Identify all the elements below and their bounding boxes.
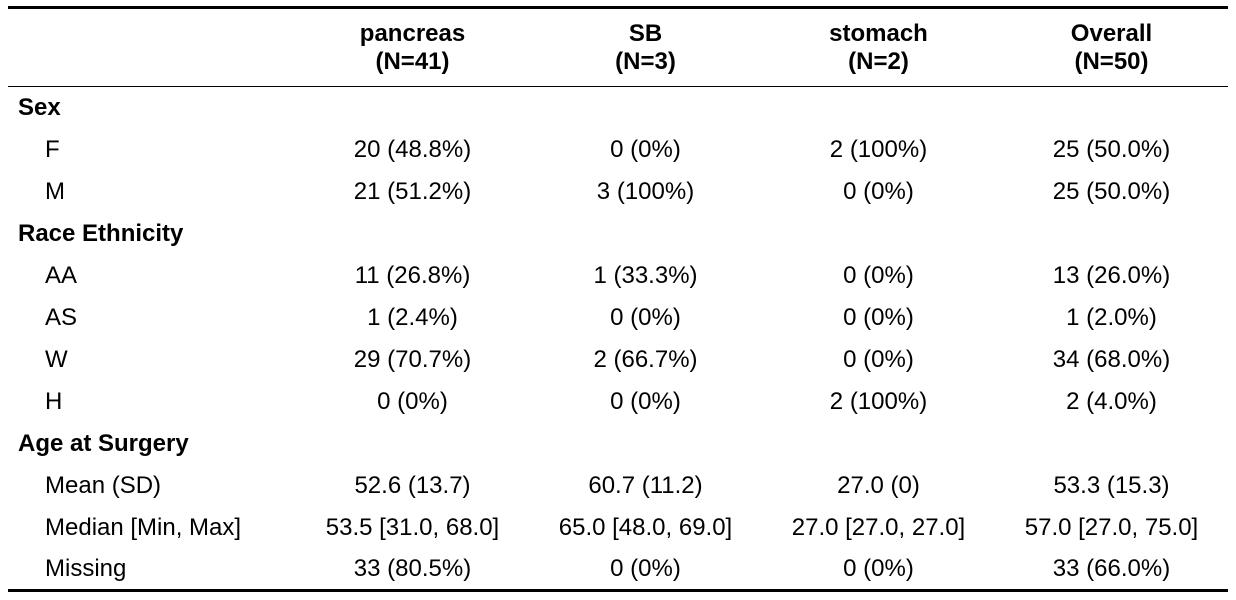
header-cell-pancreas: pancreas (N=41) xyxy=(296,8,529,87)
table-cell: 21 (51.2%) xyxy=(353,177,472,205)
summary-table: pancreas (N=41) SB (N=3) stomach (N=2) O… xyxy=(8,6,1228,592)
table-cell: 33 (66.0%) xyxy=(1052,554,1171,582)
header-cell-stomach: stomach (N=2) xyxy=(762,8,995,87)
table-row: Median [Min, Max] 53.5 [31.0, 68.0] 65.0… xyxy=(8,507,1228,549)
table-cell: 1 (2.4%) xyxy=(367,303,458,331)
row-label: Mean (SD) xyxy=(45,471,162,499)
row-label: F xyxy=(45,135,60,163)
table-cell: 0 (0%) xyxy=(843,345,914,373)
table-cell: 57.0 [27.0, 75.0] xyxy=(1024,513,1199,541)
table-cell: 27.0 (0) xyxy=(837,471,920,499)
table-cell: 20 (48.8%) xyxy=(353,135,472,163)
row-label: Median [Min, Max] xyxy=(45,513,242,541)
header-cell-sb: SB (N=3) xyxy=(529,8,762,87)
table-row: W 29 (70.7%) 2 (66.7%) 0 (0%) 34 (68.0%) xyxy=(8,339,1228,381)
group-row-sex: Sex xyxy=(8,87,1228,129)
row-label: H xyxy=(45,387,63,415)
table-row: AS 1 (2.4%) 0 (0%) 0 (0%) 1 (2.0%) xyxy=(8,297,1228,339)
header-name: stomach xyxy=(829,19,928,47)
table-cell: 2 (100%) xyxy=(829,135,928,163)
table-cell: 25 (50.0%) xyxy=(1052,135,1171,163)
table-cell: 2 (4.0%) xyxy=(1066,387,1157,415)
header-count: (N=2) xyxy=(848,47,909,75)
table-cell: 0 (0%) xyxy=(843,554,914,582)
row-label: AA xyxy=(45,261,78,289)
group-row-race-ethnicity: Race Ethnicity xyxy=(8,213,1228,255)
row-label: M xyxy=(45,177,65,205)
table-cell: 0 (0%) xyxy=(377,387,448,415)
table-cell: 0 (0%) xyxy=(610,554,681,582)
table-cell: 13 (26.0%) xyxy=(1052,261,1171,289)
table-cell: 1 (33.3%) xyxy=(593,261,698,289)
table-cell: 3 (100%) xyxy=(596,177,695,205)
group-label: Sex xyxy=(18,93,61,121)
table-cell: 0 (0%) xyxy=(843,261,914,289)
header-blank-cell xyxy=(8,8,296,87)
table-row: Missing 33 (80.5%) 0 (0%) 0 (0%) 33 (66.… xyxy=(8,549,1228,591)
header-cell-overall: Overall (N=50) xyxy=(995,8,1228,87)
table-cell: 60.7 (11.2) xyxy=(588,471,703,499)
table-cell: 2 (66.7%) xyxy=(593,345,698,373)
table-cell: 0 (0%) xyxy=(843,303,914,331)
table-cell: 52.6 (13.7) xyxy=(354,471,471,499)
row-label: AS xyxy=(45,303,78,331)
header-name: SB xyxy=(628,19,663,47)
table-cell: 11 (26.8%) xyxy=(354,261,471,289)
table-cell: 29 (70.7%) xyxy=(353,345,472,373)
header-name: Overall xyxy=(1070,19,1153,47)
row-label: W xyxy=(45,345,68,373)
summary-table-container: pancreas (N=41) SB (N=3) stomach (N=2) O… xyxy=(8,6,1228,592)
header-count: (N=50) xyxy=(1074,47,1149,75)
header-row: pancreas (N=41) SB (N=3) stomach (N=2) O… xyxy=(8,7,1228,87)
table-cell: 53.5 [31.0, 68.0] xyxy=(325,513,500,541)
table-row: Mean (SD) 52.6 (13.7) 60.7 (11.2) 27.0 (… xyxy=(8,465,1228,507)
table-row: M 21 (51.2%) 3 (100%) 0 (0%) 25 (50.0%) xyxy=(8,171,1228,213)
table-row: F 20 (48.8%) 0 (0%) 2 (100%) 25 (50.0%) xyxy=(8,129,1228,171)
header-count: (N=3) xyxy=(615,47,676,75)
header-name: pancreas xyxy=(359,19,466,47)
table-cell: 0 (0%) xyxy=(610,387,681,415)
table-cell: 0 (0%) xyxy=(610,303,681,331)
table-cell: 1 (2.0%) xyxy=(1066,303,1157,331)
table-cell: 34 (68.0%) xyxy=(1052,345,1171,373)
table-cell: 2 (100%) xyxy=(829,387,928,415)
table-cell: 65.0 [48.0, 69.0] xyxy=(558,513,733,541)
group-label: Age at Surgery xyxy=(18,429,189,457)
header-count: (N=41) xyxy=(375,47,450,75)
table-cell: 0 (0%) xyxy=(610,135,681,163)
table-cell: 33 (80.5%) xyxy=(353,554,472,582)
table-row: H 0 (0%) 0 (0%) 2 (100%) 2 (4.0%) xyxy=(8,381,1228,423)
group-row-age-at-surgery: Age at Surgery xyxy=(8,423,1228,465)
row-label: Missing xyxy=(45,554,127,582)
table-cell: 25 (50.0%) xyxy=(1052,177,1171,205)
table-cell: 27.0 [27.0, 27.0] xyxy=(791,513,966,541)
table-row: AA 11 (26.8%) 1 (33.3%) 0 (0%) 13 (26.0%… xyxy=(8,255,1228,297)
table-cell: 0 (0%) xyxy=(843,177,914,205)
group-label: Race Ethnicity xyxy=(18,219,184,247)
table-cell: 53.3 (15.3) xyxy=(1053,471,1170,499)
